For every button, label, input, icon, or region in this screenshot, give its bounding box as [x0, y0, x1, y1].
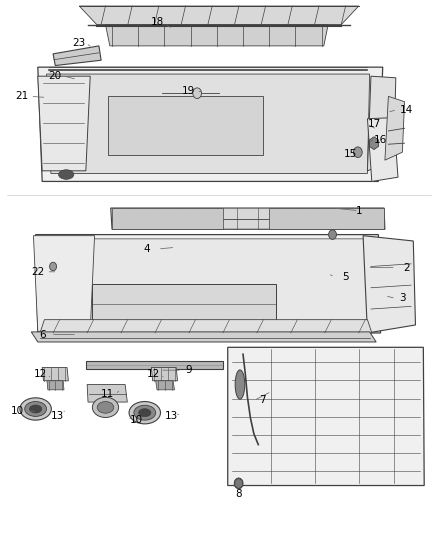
Text: 4: 4: [144, 244, 150, 254]
Polygon shape: [42, 368, 68, 381]
Ellipse shape: [20, 398, 51, 420]
Text: 21: 21: [15, 91, 28, 101]
Circle shape: [234, 478, 243, 489]
Text: 22: 22: [31, 267, 44, 277]
Polygon shape: [53, 46, 101, 66]
Text: 2: 2: [403, 263, 410, 272]
Text: 14: 14: [400, 104, 413, 115]
Text: 10: 10: [11, 406, 24, 416]
Text: 20: 20: [49, 71, 62, 81]
Polygon shape: [35, 235, 381, 333]
Text: 6: 6: [39, 329, 46, 340]
Text: 12: 12: [33, 369, 46, 379]
Polygon shape: [33, 236, 95, 332]
Polygon shape: [86, 361, 223, 368]
Polygon shape: [38, 76, 90, 171]
Circle shape: [49, 262, 57, 271]
Text: 18: 18: [150, 17, 164, 27]
Ellipse shape: [235, 370, 245, 399]
Ellipse shape: [25, 401, 46, 416]
Ellipse shape: [92, 397, 119, 417]
Polygon shape: [87, 384, 127, 402]
Circle shape: [328, 230, 336, 239]
Polygon shape: [269, 208, 384, 229]
Ellipse shape: [129, 401, 160, 424]
Text: 17: 17: [367, 119, 381, 129]
Text: 19: 19: [182, 86, 195, 96]
Polygon shape: [40, 320, 372, 333]
Text: 12: 12: [147, 369, 160, 379]
Polygon shape: [79, 6, 359, 25]
Text: 3: 3: [399, 293, 406, 303]
Text: 9: 9: [185, 365, 192, 375]
Text: 23: 23: [72, 38, 85, 48]
Polygon shape: [367, 76, 396, 171]
Polygon shape: [38, 67, 383, 181]
Polygon shape: [370, 137, 378, 150]
Text: 13: 13: [51, 411, 64, 422]
Ellipse shape: [59, 169, 74, 179]
Polygon shape: [151, 368, 177, 381]
Ellipse shape: [97, 401, 114, 413]
Polygon shape: [112, 208, 223, 229]
Polygon shape: [367, 118, 398, 181]
Polygon shape: [47, 381, 64, 390]
Polygon shape: [46, 74, 370, 173]
Polygon shape: [92, 284, 276, 322]
Text: 16: 16: [374, 135, 387, 145]
Polygon shape: [228, 348, 424, 486]
Polygon shape: [235, 478, 242, 489]
Text: 1: 1: [355, 206, 362, 216]
Polygon shape: [106, 25, 328, 46]
Ellipse shape: [139, 409, 151, 417]
Text: 5: 5: [343, 272, 349, 282]
Text: 8: 8: [235, 489, 242, 499]
Text: 10: 10: [130, 415, 143, 425]
Text: 15: 15: [343, 149, 357, 159]
Text: 11: 11: [101, 389, 114, 399]
Polygon shape: [155, 381, 174, 390]
Polygon shape: [385, 96, 405, 160]
Ellipse shape: [134, 405, 155, 420]
Text: 7: 7: [259, 395, 266, 406]
Circle shape: [353, 147, 362, 158]
Polygon shape: [40, 239, 374, 329]
Ellipse shape: [29, 405, 42, 413]
Polygon shape: [111, 208, 385, 229]
Polygon shape: [363, 236, 416, 333]
Polygon shape: [108, 96, 263, 155]
Circle shape: [193, 88, 201, 99]
Polygon shape: [31, 332, 376, 342]
Text: 13: 13: [164, 411, 177, 422]
